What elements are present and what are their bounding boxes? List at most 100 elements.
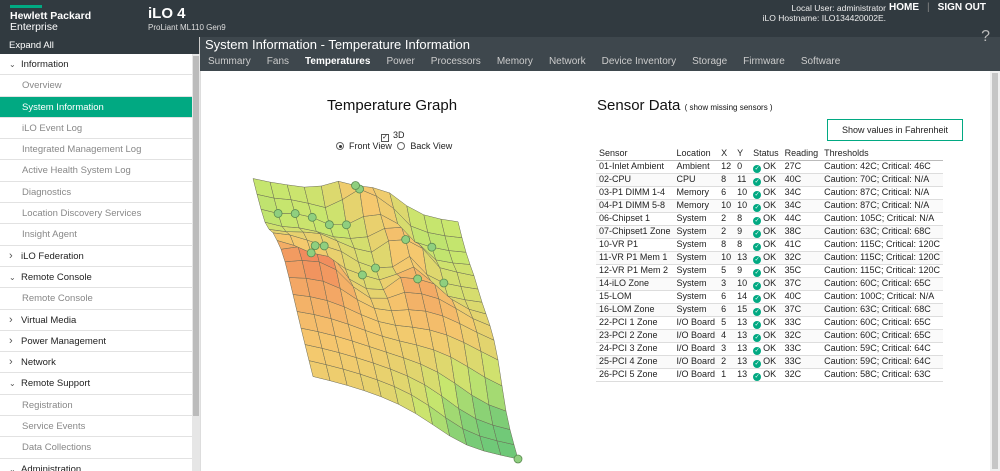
sidebar-item-integrated-management-log[interactable]: Integrated Management Log: [0, 139, 192, 161]
sensor-marker[interactable]: [306, 248, 316, 258]
content-scrollbar[interactable]: [990, 71, 1000, 471]
temperature-graph[interactable]: [241, 171, 541, 471]
tab-power[interactable]: Power: [386, 56, 415, 67]
table-row: 07-Chipset1 Zone System 2 9 ✓ OK 38C Caution: 6…: [596, 225, 944, 239]
sensor-marker[interactable]: [310, 241, 320, 251]
surface-mesh: [252, 178, 519, 460]
status-ok-icon: ✓: [753, 177, 762, 186]
tab-temperatures[interactable]: Temperatures: [305, 56, 371, 67]
cell-status: ✓ OK: [750, 368, 782, 382]
content-scroll-thumb[interactable]: [992, 73, 998, 469]
radio-back-view[interactable]: [397, 142, 406, 150]
sidebar-item-location-discovery-services[interactable]: Location Discovery Services: [0, 203, 192, 225]
status-ok-icon: ✓: [753, 216, 762, 225]
cell-text: Caution: 59C; Critical: 64C: [824, 356, 931, 367]
cell-sensor: 15-LOM: [596, 290, 674, 304]
column-header-y[interactable]: Y: [734, 148, 751, 161]
cell-text: 14: [737, 291, 748, 302]
cell-reading: 34C: [781, 186, 822, 200]
chevron-down-icon: ⌄: [9, 272, 16, 282]
cell-y: 10: [734, 277, 751, 291]
signout-link[interactable]: SIGN OUT: [937, 2, 986, 13]
cell-text: Caution: 70C; Critical: N/A: [824, 174, 930, 185]
cell-text: 23-PCI 2 Zone: [599, 330, 658, 341]
help-icon[interactable]: ?: [981, 28, 990, 45]
page-header: System Information - Temperature Informa…: [200, 28, 1000, 71]
sidebar-item-label: Virtual Media: [21, 314, 77, 326]
table-row: 03-P1 DIMM 1-4 Memory 6 10 ✓ OK 34C Caution: 87…: [596, 186, 944, 200]
sensor-marker[interactable]: [427, 242, 437, 252]
sensor-marker[interactable]: [439, 278, 449, 288]
cell-text: Caution: 60C; Critical: 65C: [824, 317, 931, 328]
sensor-marker[interactable]: [371, 263, 380, 273]
expand-all-button[interactable]: Expand All: [0, 37, 199, 54]
sensor-marker[interactable]: [307, 212, 317, 222]
tab-memory[interactable]: Memory: [496, 56, 533, 67]
tab-device-inventory[interactable]: Device Inventory: [601, 56, 677, 67]
sidebar-item-service-events[interactable]: Service Events: [0, 416, 192, 438]
tab-software[interactable]: Software: [800, 56, 841, 67]
sensor-marker[interactable]: [290, 209, 300, 218]
sidebar-item-label: Power Management: [21, 335, 107, 347]
cell-status: ✓ OK: [750, 160, 782, 174]
column-header-x[interactable]: X: [718, 148, 735, 161]
cell-sensor: 04-P1 DIMM 5-8: [596, 199, 674, 213]
sidebar-section-network[interactable]: › Network: [0, 352, 192, 374]
sidebar-item-active-health-system-log[interactable]: Active Health System Log: [0, 160, 192, 182]
sensor-marker[interactable]: [319, 241, 329, 251]
sidebar-section-virtual-media[interactable]: › Virtual Media: [0, 310, 192, 331]
surface-cell: [440, 218, 463, 239]
cell-location: I/O Board: [673, 329, 719, 343]
sensor-marker[interactable]: [401, 235, 411, 244]
sensor-marker[interactable]: [351, 181, 360, 190]
sidebar-section-power-management[interactable]: › Power Management: [0, 331, 192, 353]
column-header-thresholds[interactable]: Thresholds: [821, 148, 944, 161]
cell-text: 37C: [784, 278, 802, 289]
sidebar-item-label: System Information: [22, 101, 104, 113]
cell-text: Caution: 58C; Critical: 63C: [824, 369, 931, 380]
tab-fans[interactable]: Fans: [266, 56, 290, 67]
sidebar-item-ilo-event-log[interactable]: iLO Event Log: [0, 118, 192, 140]
tab-summary[interactable]: Summary: [208, 56, 251, 67]
sidebar-section-remote-support[interactable]: ⌄ Remote Support: [0, 373, 192, 395]
tab-firmware[interactable]: Firmware: [743, 56, 785, 67]
cell-text: Caution: 63C; Critical: 68C: [824, 226, 931, 237]
cell-text: Caution: 87C; Critical: N/A: [824, 200, 930, 211]
column-header-status[interactable]: Status: [750, 148, 782, 161]
sensor-marker[interactable]: [513, 454, 523, 464]
cell-status: ✓ OK: [750, 264, 782, 278]
option-3d[interactable]: ✓ 3D: [381, 130, 405, 142]
radio-front-view[interactable]: [336, 142, 344, 150]
sidebar-item-remote-console[interactable]: Remote Console: [0, 288, 192, 310]
cell-x: 2: [718, 355, 735, 369]
sidebar-item-data-collections[interactable]: Data Collections: [0, 437, 192, 459]
sensor-marker[interactable]: [358, 270, 367, 280]
checkbox-3d[interactable]: ✓: [381, 134, 389, 142]
sidebar-section-administration[interactable]: ⌄ Administration: [0, 459, 192, 471]
sensor-marker[interactable]: [273, 209, 283, 218]
sidebar-section-information[interactable]: ⌄ Information: [0, 54, 192, 76]
column-header-sensor[interactable]: Sensor: [596, 148, 674, 161]
column-header-reading[interactable]: Reading: [781, 148, 822, 161]
tab-processors[interactable]: Processors: [430, 56, 481, 67]
sensor-marker[interactable]: [413, 274, 423, 284]
sidebar-item-insight-agent[interactable]: Insight Agent: [0, 224, 192, 246]
show-missing-sensors-link[interactable]: ( show missing sensors ): [684, 103, 773, 112]
table-row: 10-VR P1 System 8 8 ✓ OK 41C Caution: 115C; Cri…: [596, 238, 944, 252]
home-link[interactable]: HOME: [889, 2, 920, 13]
column-header-location[interactable]: Location: [673, 148, 719, 161]
table-row: 02-CPU CPU 8 11 ✓ OK 40C Caution: 70C; Critical…: [596, 173, 944, 187]
fahrenheit-button[interactable]: Show values in Fahrenheit: [827, 119, 963, 141]
sidebar-scroll-thumb[interactable]: [193, 56, 199, 416]
sidebar-item-overview[interactable]: Overview: [0, 75, 192, 97]
sensor-marker[interactable]: [324, 220, 334, 230]
sidebar-section-remote-console[interactable]: ⌄ Remote Console: [0, 267, 192, 289]
tab-storage[interactable]: Storage: [692, 56, 728, 67]
sidebar-item-registration[interactable]: Registration: [0, 395, 192, 417]
sidebar-item-system-information[interactable]: System Information: [0, 96, 192, 118]
sensor-marker[interactable]: [342, 220, 351, 230]
sidebar-scrollbar[interactable]: [192, 54, 200, 471]
tab-network[interactable]: Network: [548, 56, 586, 67]
sidebar-item-diagnostics[interactable]: Diagnostics: [0, 182, 192, 204]
sidebar-section-ilo-federation[interactable]: › iLO Federation: [0, 246, 192, 267]
